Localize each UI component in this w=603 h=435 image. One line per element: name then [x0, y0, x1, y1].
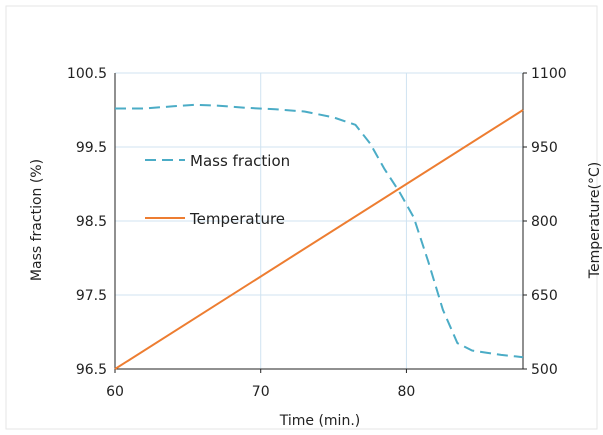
legend-label-mass-fraction: Mass fraction	[190, 152, 290, 170]
y-left-tick-label: 97.5	[76, 288, 107, 304]
y-left-tick-label: 96.5	[76, 362, 107, 378]
y-right-tick-label: 950	[531, 140, 558, 156]
x-tick-label: 70	[252, 384, 270, 400]
y-left-tick-label: 99.5	[76, 140, 107, 156]
y-left-tick-label: 98.5	[76, 214, 107, 230]
chart-frame	[5, 5, 598, 430]
left-axis-title: Mass fraction (%)	[29, 159, 45, 281]
tick-labels: 96.5 97.5 98.5 99.5 100.5 500 650 800 950 1100 60 7…	[67, 66, 567, 400]
y-right-tick-label: 500	[531, 362, 558, 378]
y-right-tick-label: 1100	[531, 66, 567, 82]
x-axis-title: Time (min.)	[279, 413, 361, 429]
y-right-tick-label: 800	[531, 214, 558, 230]
series	[114, 103, 524, 370]
right-axis-title: Temperature(°C)	[587, 162, 603, 279]
y-left-tick-label: 100.5	[67, 66, 107, 82]
series-line-mass-fraction	[115, 103, 524, 359]
y-right-tick-label: 650	[531, 288, 558, 304]
legend: Mass fraction Temperature	[145, 152, 290, 228]
legend-label-temperature: Temperature	[189, 210, 285, 228]
series-line-temperature	[114, 109, 524, 370]
x-tick-label: 80	[398, 384, 416, 400]
axes	[114, 72, 527, 373]
x-tick-label: 60	[106, 384, 124, 400]
